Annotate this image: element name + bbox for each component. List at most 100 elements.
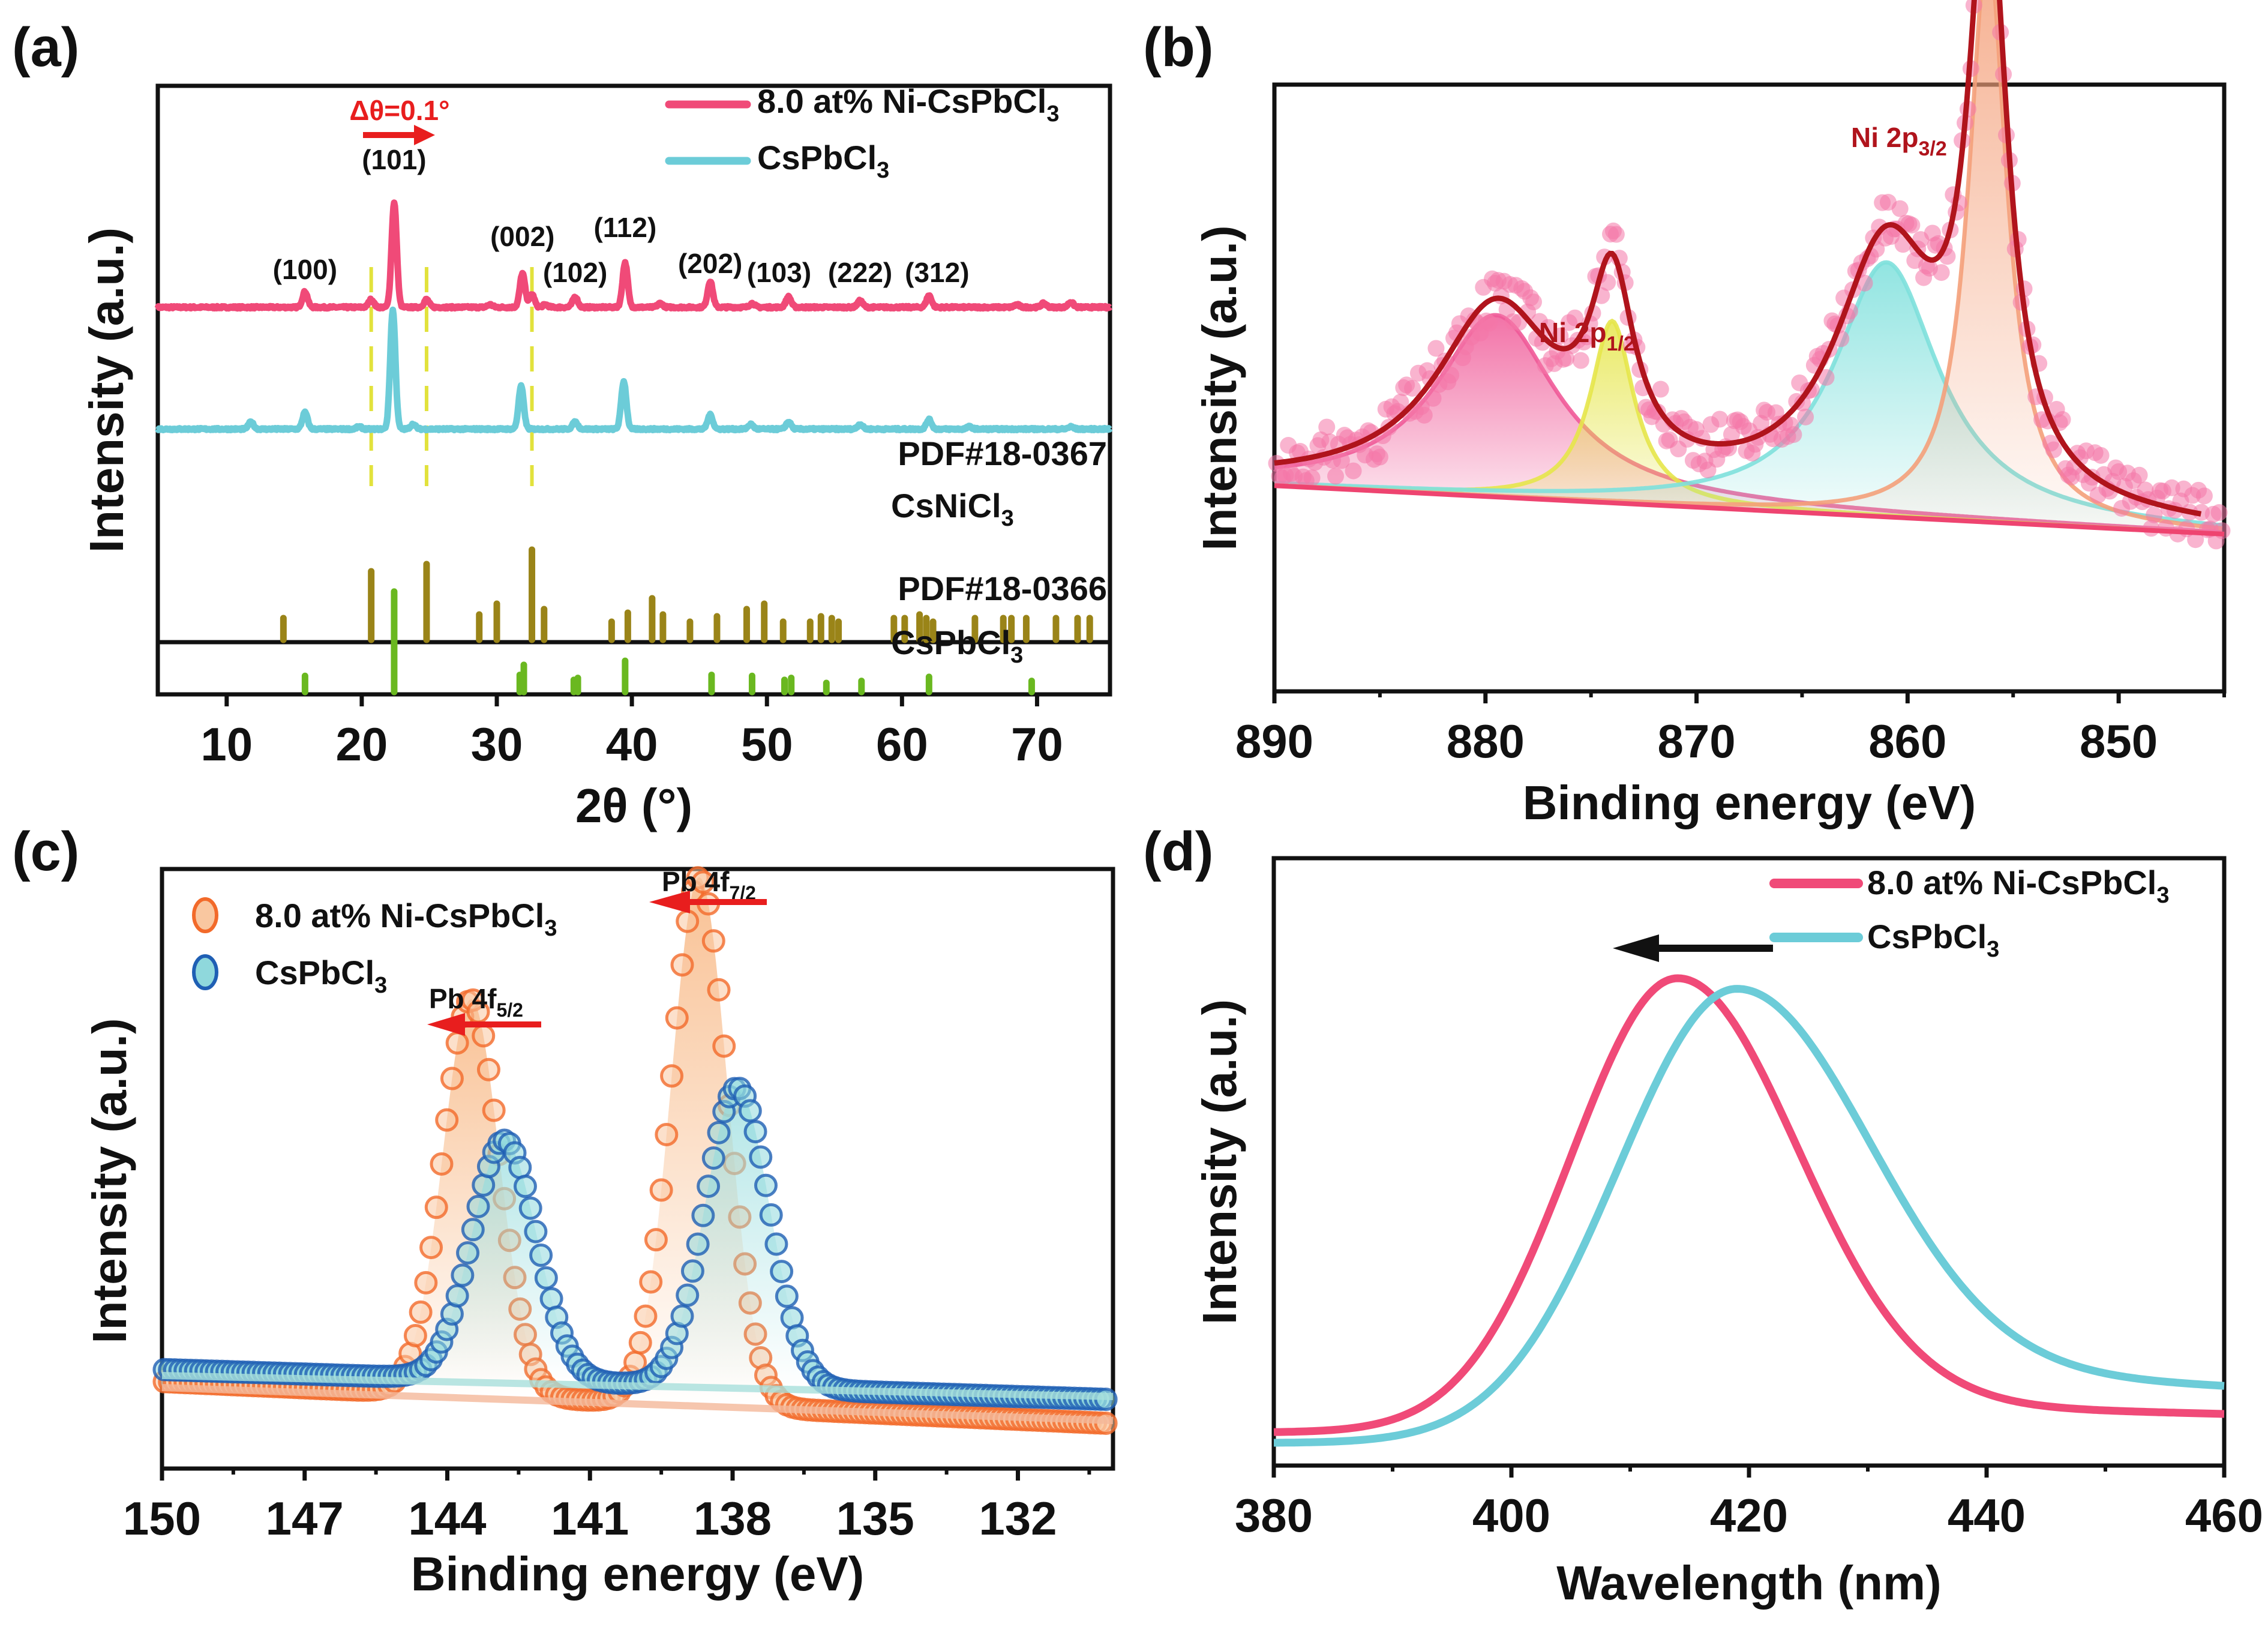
data-point-cspbcl3 [691,1203,715,1227]
data-point-cspbcl3 [680,1259,704,1283]
shift-arrow-head [427,1013,465,1036]
x-tick-label: 138 [694,1492,772,1545]
data-point-cspbcl3 [775,1284,799,1308]
data-point-ni-cspbcl3 [634,1304,658,1328]
x-tick-label: 135 [836,1492,914,1545]
data-point-ni-cspbcl3 [628,1331,652,1355]
x-tick-label: 460 [2185,1489,2263,1542]
data-point-ni-cspbcl3 [403,1323,427,1347]
peak-index-label: (202) [678,248,742,279]
data-point-ni-cspbcl3 [691,870,715,894]
data-point-cspbcl3 [534,1266,558,1290]
data-point [1711,411,1729,428]
series-line-cspbcl3 [155,306,1113,434]
peak-index-label: (002) [490,221,554,252]
panel-a: (a) 10 20 30 40 50 60 70 2θ (°) Intensity (a.u.) P… [12,17,1113,832]
data-point [1333,452,1350,469]
peak-annotation: Pb 4f5/2 [429,983,523,1021]
data-point [2131,466,2148,484]
x-tick-label: 70 [1011,718,1063,771]
data-point [1558,350,1575,367]
x-tick-label: 141 [551,1492,629,1545]
x-tick-label: 420 [1710,1489,1788,1542]
reference-compound-label: CsNiCl3 [891,487,1014,531]
legend-label: 8.0 at% Ni-CsPbCl3 [1867,864,2169,908]
data-point-cspbcl3 [686,1232,710,1256]
data-point-ni-cspbcl3 [409,1300,433,1324]
data-point-cspbcl3 [451,1263,475,1287]
data-point-cspbcl3 [456,1241,480,1265]
data-point-cspbcl3 [697,1174,721,1198]
data-point-ni-cspbcl3 [424,1195,448,1219]
data-point [1318,418,1336,436]
peak-index-label: (103) [747,257,811,288]
data-point [1723,426,1740,443]
x-tick-label: 150 [123,1492,201,1545]
data-point [1856,274,1873,292]
data-point [1599,274,1616,291]
data-point [1371,448,1388,466]
data-point-cspbcl3 [770,1260,794,1284]
component-fill [1274,0,2224,534]
series-line-ni-cspbcl3 [154,199,1113,312]
data-point-cspbcl3 [513,1174,537,1198]
x-tick-label: 40 [606,718,658,771]
data-point [2054,411,2071,429]
data-point-ni-cspbcl3 [707,978,731,1002]
x-tick-label: 890 [1235,715,1313,768]
x-tick-label: 20 [336,718,388,771]
panel-label-c: (c) [12,821,79,882]
data-point [1481,314,1498,332]
data-point [1817,368,1835,386]
data-point-ni-cspbcl3 [712,1034,736,1058]
data-point-ni-cspbcl3 [660,1064,684,1088]
data-point-cspbcl3 [759,1203,783,1227]
plot-frame-c [160,867,1115,1471]
data-point-ni-cspbcl3 [414,1271,438,1295]
background-line [161,1384,1114,1424]
data-point [1797,408,1814,426]
legend-label: CsPbCl3 [757,139,889,183]
data-point-ni-cspbcl3 [419,1236,443,1260]
background-line [1274,483,2225,537]
legend-label: 8.0 at% Ni-CsPbCl3 [255,897,557,941]
x-tick-label: 50 [741,718,793,771]
x-axis-label: Wavelength (nm) [1556,1556,1941,1610]
x-tick-label: 132 [979,1492,1057,1545]
data-point-ni-cspbcl3 [476,1057,500,1081]
x-tick-label: 380 [1235,1489,1313,1542]
panel-label-a: (a) [12,17,79,78]
data-point-ni-cspbcl3 [639,1270,663,1294]
x-tick-label: 30 [471,718,523,771]
reference-pdf-label: PDF#18-0367 [898,435,1107,472]
data-point-ni-cspbcl3 [670,953,694,977]
x-tick-label: 870 [1657,715,1735,768]
data-point-ni-cspbcl3 [701,929,725,953]
peak-fill [595,877,802,1409]
data-point-ni-cspbcl3 [472,1024,496,1048]
peak-annotation: Ni 2p3/2 [1851,122,1947,160]
data-point [2187,531,2204,549]
data-point [1424,389,1442,407]
data-point [1785,426,1802,444]
y-axis-label: Intensity (a.u.) [83,1018,136,1343]
peak-index-label: (102) [543,257,607,288]
plot-frame-b [1272,82,2227,694]
data-point-ni-cspbcl3 [644,1228,668,1252]
data-point-ni-cspbcl3 [655,1122,679,1146]
x-axis-label: 2θ (°) [575,779,692,832]
data-point-cspbcl3 [738,1099,762,1123]
data-point [1891,200,1909,217]
data-point [2210,504,2228,522]
data-point-cspbcl3 [676,1283,700,1307]
data-point [1607,226,1625,243]
data-point [1552,327,1569,344]
data-point-cspbcl3 [466,1194,490,1218]
data-point-cspbcl3 [701,1146,725,1170]
series-line-ni-cspbcl3 [1273,974,2225,1436]
data-point [2092,447,2110,464]
data-point-cspbcl3 [445,1284,469,1308]
data-point [1442,367,1460,384]
data-point-cspbcl3 [707,1120,731,1144]
x-axis-label: Binding energy (eV) [1523,776,1976,829]
